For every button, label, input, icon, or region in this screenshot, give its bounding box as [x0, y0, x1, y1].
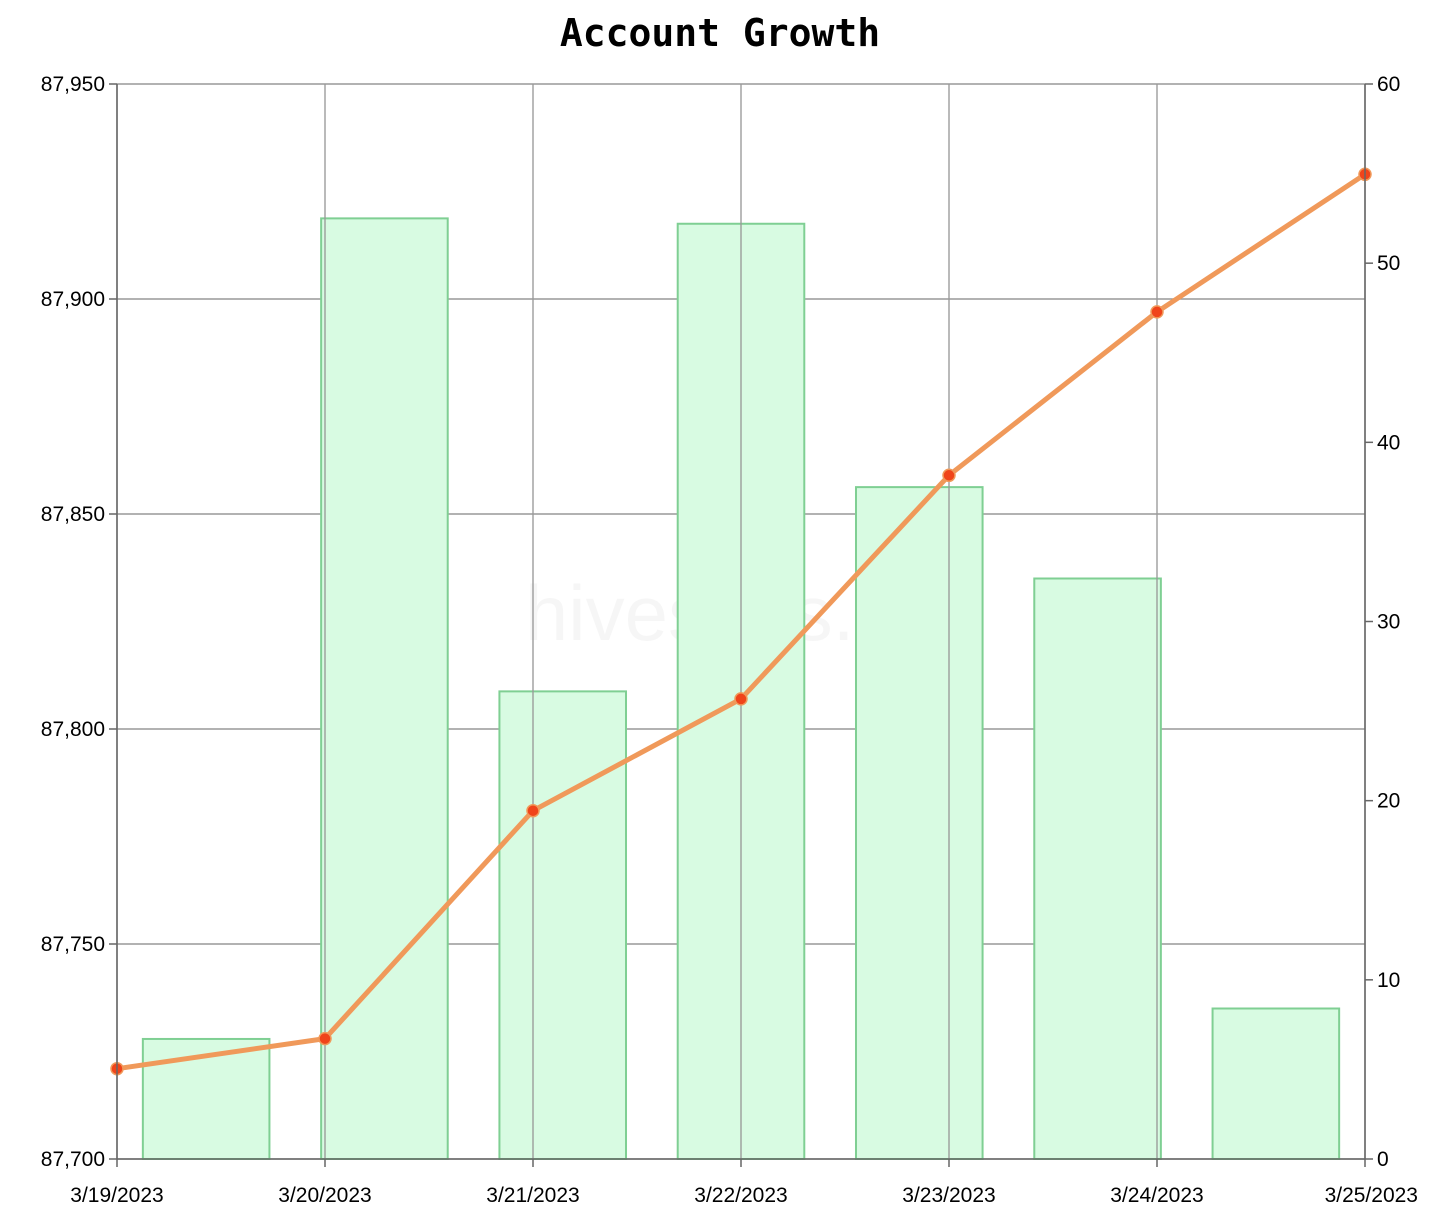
- right-tick-label: 10: [1377, 969, 1400, 992]
- left-tick-label: 87,700: [41, 1148, 105, 1171]
- x-tick-label: 3/20/2023: [278, 1184, 371, 1207]
- bar: [1211, 1007, 1341, 1160]
- line-point: [526, 803, 540, 818]
- right-tick-label: 50: [1377, 252, 1400, 275]
- x-tick-label: 3/24/2023: [1110, 1184, 1203, 1207]
- x-tick-label: 3/19/2023: [70, 1184, 163, 1207]
- right-tick-label: 40: [1377, 431, 1400, 454]
- x-tick-label: 3/22/2023: [694, 1184, 787, 1207]
- left-tick-label: 87,800: [41, 718, 105, 741]
- bar: [1033, 577, 1162, 1160]
- chart-title: Account Growth: [560, 11, 880, 55]
- right-tick-label: 60: [1377, 73, 1400, 96]
- left-tick-label: 87,750: [41, 933, 105, 956]
- x-tick-label: 3/25/2023: [1325, 1184, 1418, 1207]
- axes: [109, 83, 1373, 1167]
- x-tick-label: 3/23/2023: [902, 1184, 995, 1207]
- right-tick-label: 30: [1377, 611, 1400, 634]
- line-point: [1150, 305, 1164, 319]
- left-tick-label: 87,950: [41, 73, 105, 96]
- bar: [320, 217, 449, 1160]
- right-tick-label: 0: [1377, 1148, 1389, 1171]
- line-point: [318, 1031, 332, 1046]
- bar: [854, 486, 984, 1160]
- line-point: [734, 692, 748, 706]
- line-point: [942, 468, 956, 483]
- tick-labels: 87,700 87,750 87,800 87,850 87,900 87,950 0 10 2…: [41, 73, 1418, 1207]
- right-tick-label: 20: [1377, 790, 1400, 813]
- x-tick-label: 3/21/2023: [486, 1184, 579, 1207]
- left-tick-label: 87,900: [41, 288, 105, 311]
- bar: [498, 690, 628, 1160]
- vertical-grid-lines: [116, 84, 1366, 1159]
- left-tick-label: 87,850: [41, 503, 105, 526]
